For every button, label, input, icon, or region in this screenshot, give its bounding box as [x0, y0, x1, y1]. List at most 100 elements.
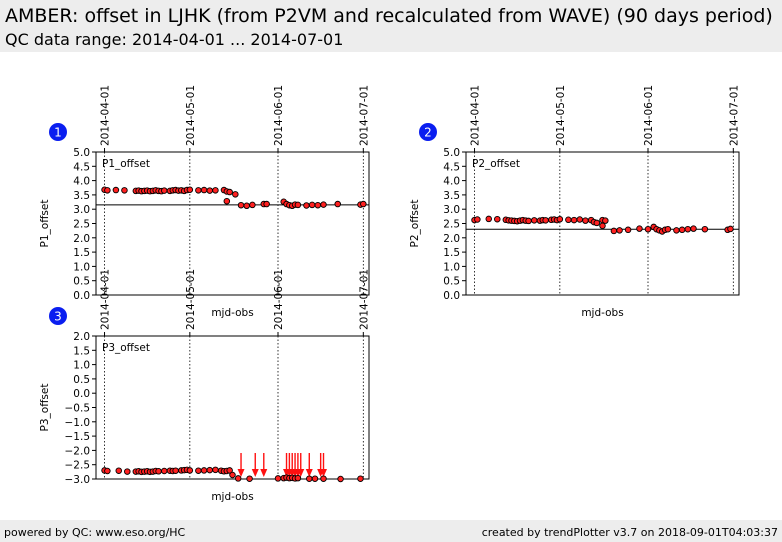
y-tick-label: −3.0 [65, 474, 91, 486]
data-point [263, 200, 270, 208]
date-tick-label: 2014-05-01 [185, 85, 197, 146]
date-tick-label: 2014-04-01 [100, 269, 112, 330]
clipped-arrow-head [297, 469, 305, 477]
y-tick-label: 0.0 [73, 388, 90, 400]
data-point [155, 468, 162, 475]
data-point [226, 188, 233, 196]
panel-number-label: 1 [54, 126, 62, 140]
data-point [582, 217, 589, 224]
date-tick-label: 2014-07-01 [358, 85, 370, 146]
data-point [690, 225, 697, 232]
panel-number-badge [49, 123, 67, 141]
data-point [636, 225, 643, 232]
data-point [320, 201, 327, 208]
y-tick-label: 1.0 [73, 360, 90, 372]
data-point [684, 225, 692, 233]
data-point [172, 467, 179, 474]
page-header: AMBER: offset in LJHK (from P2VM and rec… [0, 0, 782, 52]
data-point [104, 187, 111, 194]
y-tick-label: 2.0 [73, 331, 90, 343]
y-tick-label: −2.0 [65, 445, 91, 457]
data-point [206, 187, 213, 194]
data-point [525, 217, 532, 225]
date-tick-label: 2014-05-01 [555, 85, 567, 146]
y-tick-label: 1.5 [73, 247, 90, 259]
data-point [249, 201, 256, 209]
y-tick-label: 2.0 [73, 233, 90, 245]
data-point [303, 202, 310, 209]
y-tick-label: 4.5 [443, 161, 460, 173]
y-tick-label: 0.5 [73, 276, 90, 288]
data-point [200, 467, 208, 474]
plots-canvas: 2014-04-01 2014-05-01 2014-06-01 2014-07-01… [39, 85, 740, 503]
data-point [104, 467, 111, 475]
x-axis-label: mjd-obs [211, 307, 253, 319]
data-point [223, 197, 231, 205]
data-point [599, 222, 606, 230]
data-point [556, 215, 564, 223]
y-tick-label: 2.5 [443, 219, 460, 231]
y-tick-label: 1.0 [443, 261, 460, 273]
x-axis-label: mjd-obs [581, 307, 623, 319]
date-tick-label: 2014-07-01 [728, 85, 740, 146]
data-point [160, 187, 168, 194]
data-point [294, 474, 302, 482]
data-point [200, 186, 208, 194]
plot-frame [95, 335, 370, 480]
data-point [334, 200, 341, 208]
y-tick-label: 5.0 [443, 147, 460, 159]
data-point [294, 201, 302, 209]
date-tick-label: 2014-04-01 [100, 85, 112, 146]
data-point [576, 216, 584, 223]
panel-number-label: 3 [54, 310, 62, 324]
y-tick-label: 5.0 [73, 147, 90, 159]
data-point [112, 186, 120, 194]
data-point [121, 187, 128, 194]
clipped-arrow-head [320, 469, 327, 477]
y-tick-label: 3.0 [443, 204, 460, 216]
data-point [314, 201, 322, 209]
y-tick-label: 4.5 [73, 161, 90, 173]
data-point [237, 201, 245, 209]
data-point [616, 227, 623, 234]
date-tick-label: 2014-06-01 [643, 85, 655, 146]
data-point [311, 475, 319, 482]
data-point [195, 187, 202, 194]
y-tick-label: 1.5 [443, 247, 460, 259]
data-point [701, 225, 709, 233]
clipped-arrow-head [305, 469, 313, 477]
data-point [542, 217, 549, 224]
clipped-arrow-head [251, 469, 259, 477]
date-tick-label: 2014-07-01 [358, 269, 370, 330]
panel-label: P3_offset [102, 342, 150, 354]
data-point [232, 191, 239, 198]
data-point [357, 475, 364, 482]
data-point [186, 467, 194, 474]
plot-frame [95, 151, 370, 296]
data-point [160, 467, 168, 475]
y-tick-label: 3.0 [73, 204, 90, 216]
data-point [124, 468, 131, 475]
y-tick-label: −2.5 [65, 460, 91, 472]
data-point [115, 467, 122, 474]
data-point [664, 225, 672, 233]
footer-created-by: created by trendPlotter v3.7 on 2018-09-… [481, 526, 778, 539]
panel-label: P1_offset [102, 158, 150, 170]
x-axis-label: mjd-obs [211, 491, 253, 503]
data-point [644, 225, 652, 233]
y-axis-label: P3_offset [39, 384, 51, 432]
data-point [212, 187, 219, 194]
date-tick-label: 2014-06-01 [273, 85, 285, 146]
y-tick-label: 3.5 [443, 190, 460, 202]
footer-powered-by: powered by QC: www.eso.org/HC [4, 526, 186, 539]
data-point [320, 475, 327, 482]
data-point [727, 225, 734, 233]
date-tick-label: 2014-05-01 [185, 269, 197, 330]
page-footer: powered by QC: www.eso.org/HC created by… [0, 520, 782, 542]
data-point [624, 226, 632, 234]
y-tick-label: 3.5 [73, 190, 90, 202]
data-point [593, 219, 601, 227]
data-point [229, 471, 236, 479]
data-point [360, 200, 367, 208]
data-point [306, 475, 313, 482]
